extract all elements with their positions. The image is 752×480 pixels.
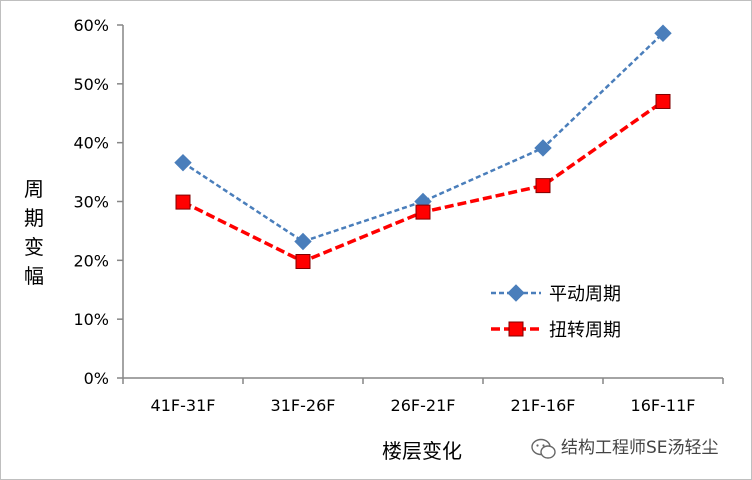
series-line bbox=[182, 100, 665, 264]
data-point bbox=[175, 194, 191, 210]
y-tick-label: 30% bbox=[73, 193, 109, 212]
y-axis-title: 周期变幅 bbox=[24, 177, 44, 288]
x-tick-label: 16F-11F bbox=[631, 396, 696, 415]
wechat-icon bbox=[531, 438, 556, 459]
data-point bbox=[534, 139, 552, 157]
x-tick-label: 26F-21F bbox=[391, 396, 456, 415]
series-layer bbox=[174, 24, 672, 270]
y-tick-label: 50% bbox=[73, 75, 109, 94]
legend-label: 扭转周期 bbox=[549, 320, 621, 341]
legend-marker bbox=[508, 321, 524, 337]
legend-marker bbox=[507, 284, 525, 302]
watermark: 结构工程师SE汤轻尘 bbox=[531, 438, 719, 459]
y-tick-label: 40% bbox=[73, 134, 109, 153]
series-line bbox=[182, 32, 664, 243]
y-tick-label: 60% bbox=[73, 16, 109, 35]
y-axis: 0% 10% 20% 30% 40% 50% 60% bbox=[73, 16, 124, 388]
y-tick-label: 10% bbox=[73, 310, 109, 329]
data-point bbox=[654, 24, 672, 42]
x-tick-label: 31F-26F bbox=[271, 396, 336, 415]
x-axis-title: 楼层变化 bbox=[382, 439, 462, 463]
data-point bbox=[295, 254, 311, 270]
y-tick-label: 0% bbox=[84, 369, 109, 388]
data-point bbox=[174, 153, 192, 172]
data-point bbox=[294, 232, 312, 251]
series-2 bbox=[175, 93, 671, 270]
x-tick-label: 21F-16F bbox=[511, 396, 576, 415]
watermark-text: 结构工程师SE汤轻尘 bbox=[561, 438, 719, 458]
legend-label: 平动周期 bbox=[549, 284, 621, 305]
data-point bbox=[535, 178, 551, 194]
data-point bbox=[415, 204, 431, 220]
y-tick-label: 20% bbox=[73, 251, 109, 270]
x-axis: 41F-31F 31F-26F 26F-21F 21F-16F 16F-11F bbox=[122, 377, 724, 415]
data-point bbox=[655, 93, 671, 109]
x-tick-label: 41F-31F bbox=[151, 396, 216, 415]
